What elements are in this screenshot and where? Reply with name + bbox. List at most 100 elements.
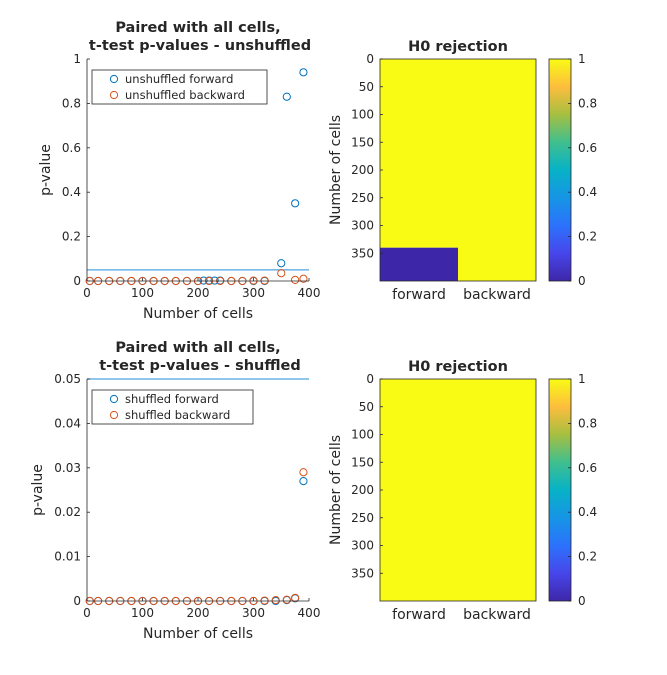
y-tick-label: 200 [351, 163, 374, 177]
data-point-backward [282, 595, 291, 604]
heatmap-cell-forward [380, 59, 458, 248]
y-tick-label: 0.2 [62, 230, 81, 244]
colorbar-tick-label: 0.8 [578, 416, 597, 430]
y-tick-label: 0 [73, 594, 81, 608]
y-tick-label: 50 [359, 400, 374, 414]
x-tick-label: 200 [187, 286, 210, 300]
y-tick-label: 250 [351, 191, 374, 205]
y-tick-label: 350 [351, 566, 374, 580]
y-tick-label: 0.04 [54, 416, 81, 430]
y-tick-label: 50 [359, 80, 374, 94]
colorbar-tick-label: 0.4 [578, 505, 597, 519]
y-tick-label: 0.03 [54, 461, 81, 475]
colorbar-tick-label: 0.2 [578, 550, 597, 564]
y-tick-label: 0.05 [54, 372, 81, 386]
data-point-forward [299, 68, 308, 77]
y-axis-label: p-value [30, 464, 46, 516]
data-point-backward [291, 593, 300, 602]
y-axis-label: Number of cells [328, 115, 344, 225]
heatmap-h0-rejection-shuffled: 0 50 100 150 200 250 300 350 forward backward Numb… [328, 359, 597, 623]
legend-marker-forward [109, 394, 119, 404]
y-tick-label: 350 [351, 246, 374, 260]
x-tick-label: 200 [187, 606, 210, 620]
y-tick-label: 0.02 [54, 505, 81, 519]
y-tick-label: 0.8 [62, 96, 81, 110]
data-point-forward [299, 477, 308, 486]
x-tick-label: 400 [298, 606, 321, 620]
colorbar-tick-label: 0 [578, 594, 586, 608]
scatter-plot-unshuffled: 0 100 200 300 400 0 0.2 0.4 0.6 0.8 1 Number of cel… [38, 20, 320, 322]
x-axis-label: Number of cells [143, 306, 253, 322]
y-tick-label: 100 [351, 428, 374, 442]
data-point-forward [282, 92, 291, 101]
y-tick-label: 1 [73, 52, 81, 66]
legend-box [91, 389, 254, 425]
heatmap-cell-backward [458, 379, 536, 601]
data-point-forward [277, 259, 286, 268]
heatmap-cell-forward [380, 247, 458, 281]
colorbar-tick-label: 1 [578, 52, 586, 66]
chart-title-line-1: Paired with all cells, [115, 340, 280, 356]
x-axis-label: Number of cells [143, 626, 253, 642]
chart-title: H0 rejection [408, 359, 508, 375]
y-tick-label: 150 [351, 455, 374, 469]
legend-label-forward: unshuffled forward [125, 72, 233, 86]
x-category-label-backward: backward [463, 607, 531, 623]
x-tick-label: 400 [298, 286, 321, 300]
data-point-backward [299, 468, 308, 477]
heatmap-cell-forward [380, 379, 458, 601]
y-tick-label: 0 [73, 274, 81, 288]
y-tick-label: 0.6 [62, 141, 81, 155]
data-point-forward [210, 276, 219, 285]
colorbar-tick-label: 0.2 [578, 230, 597, 244]
y-tick-label: 0 [366, 372, 374, 386]
data-point-forward [291, 199, 300, 208]
colorbar-tick-label: 0.8 [578, 96, 597, 110]
y-tick-label: 300 [351, 219, 374, 233]
y-axis-label: Number of cells [328, 435, 344, 545]
y-tick-label: 0 [366, 52, 374, 66]
x-tick-label: 0 [83, 286, 91, 300]
chart-title-line-2: t-test p-values - unshuffled [89, 38, 311, 54]
colorbar-tick-label: 0.6 [578, 141, 597, 155]
x-category-label-forward: forward [392, 607, 446, 623]
data-point-backward [260, 276, 269, 285]
y-tick-label: 0.4 [62, 185, 81, 199]
y-tick-label: 0.01 [54, 550, 81, 564]
data-point-backward [260, 596, 269, 605]
colorbar-tick-label: 0.4 [578, 185, 597, 199]
x-tick-label: 0 [83, 606, 91, 620]
colorbar [548, 58, 572, 282]
data-point-forward [199, 276, 208, 285]
colorbar [548, 378, 572, 602]
data-point-backward [299, 274, 308, 283]
y-tick-label: 250 [351, 511, 374, 525]
legend-marker-backward [109, 90, 119, 100]
chart-title: H0 rejection [408, 39, 508, 55]
y-tick-label: 150 [351, 135, 374, 149]
x-tick-label: 100 [131, 606, 154, 620]
chart-title-line-2: t-test p-values - shuffled [99, 358, 301, 374]
chart-title-line-1: Paired with all cells, [115, 20, 280, 36]
x-tick-label: 300 [242, 606, 265, 620]
colorbar-tick-label: 0.6 [578, 461, 597, 475]
heatmap-cell-backward [458, 59, 536, 281]
y-tick-label: 300 [351, 539, 374, 553]
y-tick-label: 200 [351, 483, 374, 497]
y-axis-label: p-value [38, 144, 54, 196]
data-point-backward [277, 269, 286, 278]
scatter-plot-shuffled: 0 100 200 300 400 0 0.01 0.02 0.03 0.04 0.05 Number… [30, 340, 320, 642]
data-point-backward [291, 275, 300, 284]
x-category-label-forward: forward [392, 287, 446, 303]
data-point-backward [271, 596, 280, 605]
x-tick-label: 100 [131, 286, 154, 300]
legend-marker-backward [109, 410, 119, 420]
legend-label-backward: unshuffled backward [125, 88, 245, 102]
legend-box [91, 69, 268, 105]
colorbar-tick-label: 0 [578, 274, 586, 288]
legend-label-forward: shuffled forward [125, 392, 219, 406]
colorbar-tick-label: 1 [578, 372, 586, 386]
y-tick-label: 100 [351, 108, 374, 122]
x-category-label-backward: backward [463, 287, 531, 303]
